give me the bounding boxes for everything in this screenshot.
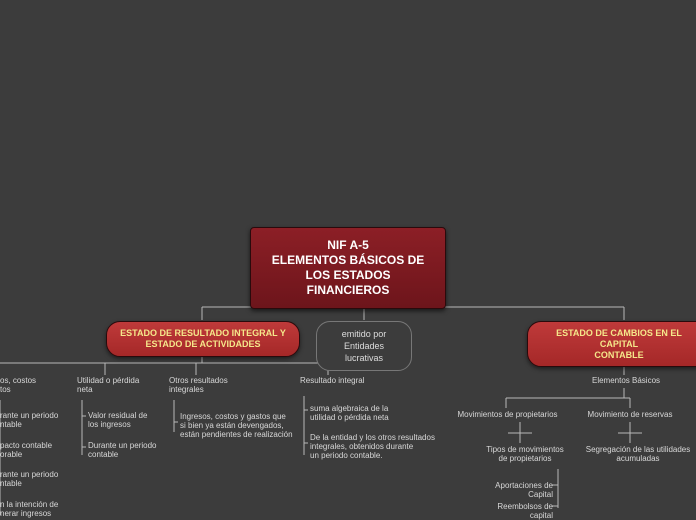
root-line3: LOS ESTADOS — [305, 268, 390, 282]
root-node: NIF A-5 ELEMENTOS BÁSICOS DE LOS ESTADOS… — [250, 227, 446, 309]
right-rc: Reembolsos de capital — [476, 502, 553, 520]
left-t1b: pacto contable orable — [0, 441, 52, 459]
branch-left: ESTADO DE RESULTADO INTEGRAL Y ESTADO DE… — [106, 321, 300, 357]
branch-mid-l2: Entidades lucrativas — [344, 341, 384, 363]
left-t1: os, costos tos — [0, 376, 45, 394]
left-t1d: n la intención de nerar ingresos — [0, 500, 58, 518]
root-line2: ELEMENTOS BÁSICOS DE — [272, 253, 424, 267]
left-t3a: Ingresos, costos y gastos que si bien ya… — [180, 412, 293, 440]
branch-right-l1: ESTADO DE CAMBIOS EN EL CAPITAL — [556, 328, 682, 349]
branch-right-l2: CONTABLE — [594, 350, 643, 360]
left-t4a: suma algebraica de la utilidad o pérdida… — [310, 404, 389, 422]
left-t1c: rante un periodo ntable — [0, 470, 58, 488]
left-t4: Resultado integral — [300, 376, 400, 385]
right-sua: Segregación de las utilidades acumuladas — [580, 445, 696, 463]
root-line1: NIF A-5 — [327, 238, 369, 252]
left-t2: Utilidad o pérdida neta — [77, 376, 162, 394]
branch-mid-l1: emitido por — [342, 329, 387, 339]
left-t1a: rante un periodo ntable — [0, 411, 58, 429]
left-t3: Otros resultados integrales — [169, 376, 254, 394]
right-tmp: Tipos de movimientos de propietarios — [480, 445, 570, 463]
branch-left-l1: ESTADO DE RESULTADO INTEGRAL Y — [120, 328, 286, 338]
branch-right: ESTADO DE CAMBIOS EN EL CAPITAL CONTABLE — [527, 321, 696, 367]
left-t4b: De la entidad y los otros resultados int… — [310, 433, 435, 461]
left-t2a: Valor residual de los ingresos — [88, 411, 147, 429]
left-t2b: Durante un periodo contable — [88, 441, 157, 459]
right-eb: Elementos Básicos — [586, 376, 666, 385]
right-ac: Aportaciones de Capital — [473, 481, 553, 499]
branch-left-l2: ESTADO DE ACTIVIDADES — [145, 339, 260, 349]
branch-middle: emitido por Entidades lucrativas — [316, 321, 412, 371]
root-line4: FINANCIEROS — [307, 283, 390, 297]
right-mp: Movimientos de propietarios — [450, 410, 565, 419]
right-mr: Movimiento de reservas — [580, 410, 680, 419]
